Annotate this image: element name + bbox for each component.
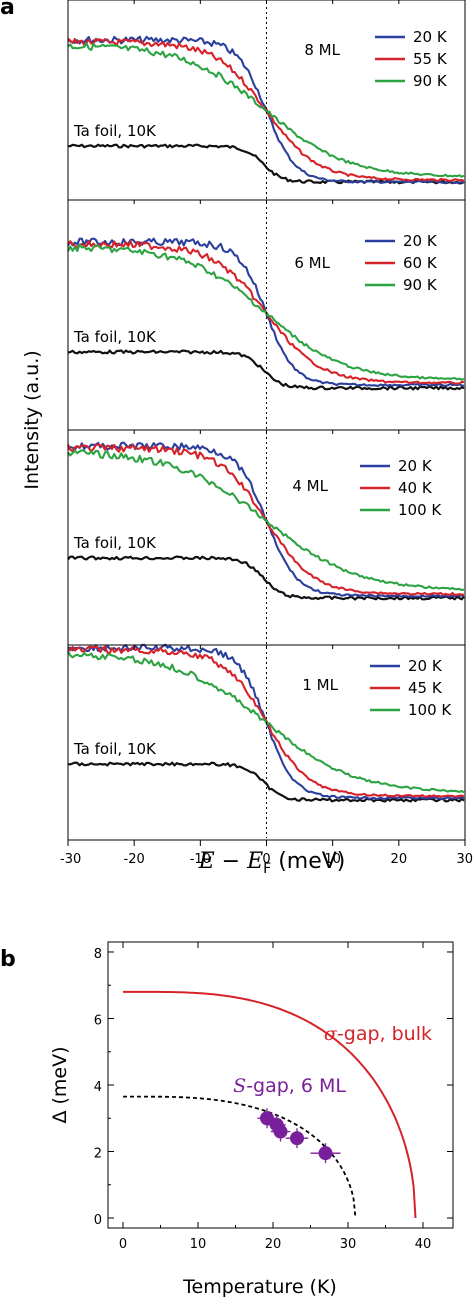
bulk-gap-symbol: σ bbox=[324, 1023, 338, 1045]
panel-b-x-tick-label: 40 bbox=[415, 1237, 432, 1252]
panel-a-legends: Ta foil, 10K 8 ML 20 K 55 K 90 K Ta foil, 10K… bbox=[73, 28, 452, 758]
panel-b-points bbox=[257, 1108, 341, 1164]
bulk-gap-label: σ-gap, bulk bbox=[324, 1023, 432, 1045]
panel-b-y-tick-label: 4 bbox=[94, 1080, 102, 1095]
data-point-6ml-5 bbox=[318, 1146, 333, 1161]
sgap-label: S-gap, 6 ML bbox=[233, 1075, 346, 1097]
legend-entry: 55 K bbox=[413, 50, 448, 68]
panel-a-x-tick-label: -20 bbox=[124, 852, 145, 867]
panel-b-y-axis-label: Δ (meV) bbox=[49, 1046, 71, 1123]
ta-foil-label: Ta foil, 10K bbox=[73, 122, 157, 140]
ta-foil-reference-trace bbox=[67, 555, 465, 601]
legend-entry: 20 K bbox=[408, 657, 443, 675]
thickness-label: 6 ML bbox=[294, 254, 330, 272]
bulk-gap-text: -gap, bulk bbox=[337, 1023, 432, 1045]
legend-entry: 40 K bbox=[398, 479, 433, 497]
panel-a-x-tick-label: -30 bbox=[60, 852, 81, 867]
panel-a-x-tick-label: 20 bbox=[391, 852, 408, 867]
panel-a: -30 -20 -10 0 10 20 30 Ta foil, 10K 8 ML 20 K 55 … bbox=[21, 0, 473, 877]
panel-a-x-tick-label: 30 bbox=[456, 852, 473, 867]
panel-b-y-tick-label: 0 bbox=[94, 1213, 102, 1228]
panel-b: 0 10 20 30 40 0 2 4 6 8 σ-gap, bulk S-gap, 6 ML Δ… bbox=[49, 941, 454, 1298]
trace-90k bbox=[67, 42, 465, 178]
panel-b-y-tick-label: 8 bbox=[94, 947, 102, 962]
sgap-symbol: S bbox=[233, 1075, 246, 1097]
sgap-text: -gap, 6 ML bbox=[246, 1075, 346, 1097]
thickness-label: 1 ML bbox=[302, 676, 338, 694]
panel-b-x-tick-label: 10 bbox=[190, 1237, 207, 1252]
legend-entry: 20 K bbox=[398, 457, 433, 475]
legend-entry: 90 K bbox=[413, 72, 448, 90]
panel-b-curves bbox=[123, 990, 417, 1219]
x-label-minus: − bbox=[215, 849, 247, 874]
panel-a-x-tick-label: -10 bbox=[190, 852, 211, 867]
ta-foil-label: Ta foil, 10K bbox=[73, 534, 157, 552]
legend-entry: 20 K bbox=[413, 28, 448, 46]
data-point-6ml-4 bbox=[290, 1131, 304, 1146]
panel-b-x-tick-label: 20 bbox=[265, 1237, 282, 1252]
ta-foil-label: Ta foil, 10K bbox=[73, 740, 157, 758]
thickness-label: 4 ML bbox=[292, 477, 328, 495]
x-label-ef: E bbox=[246, 849, 263, 874]
legend-entry: 60 K bbox=[403, 254, 438, 272]
bulk-gap-curve bbox=[123, 990, 417, 1219]
legend-entry: 100 K bbox=[408, 701, 452, 719]
panel-a-x-tick-label: 0 bbox=[262, 852, 270, 867]
fit-curve-6ml bbox=[123, 1095, 357, 1219]
trace-100k bbox=[67, 449, 465, 592]
legend-entry: 100 K bbox=[398, 501, 442, 519]
legend-entry: 45 K bbox=[408, 679, 443, 697]
x-label-e: E bbox=[198, 849, 215, 874]
x-label-unit: (meV) bbox=[271, 849, 345, 874]
panel-a-x-axis-label: E − EF (meV) bbox=[198, 849, 346, 877]
panel-b-x-axis-label: Temperature (K) bbox=[182, 1276, 337, 1298]
panel-b-y-tick-label: 6 bbox=[94, 1013, 102, 1028]
panel-a-x-tick-label: 10 bbox=[324, 852, 341, 867]
panel-b-x-tick-label: 30 bbox=[340, 1237, 357, 1252]
panel-label-a: a bbox=[0, 0, 15, 20]
legend-entry: 90 K bbox=[403, 276, 438, 294]
panel-b-y-tick-label: 2 bbox=[94, 1147, 102, 1162]
thickness-label: 8 ML bbox=[304, 41, 340, 59]
panel-a-y-axis-label: Intensity (a.u.) bbox=[21, 350, 43, 489]
panel-a-x-ticks: -30 -20 -10 0 10 20 30 bbox=[60, 0, 473, 867]
data-point-6ml-3 bbox=[273, 1124, 288, 1139]
ta-foil-label: Ta foil, 10K bbox=[73, 328, 157, 346]
panel-b-x-tick-label: 0 bbox=[119, 1237, 127, 1252]
legend-entry: 20 K bbox=[403, 232, 438, 250]
panel-b-ticks: 0 10 20 30 40 0 2 4 6 8 bbox=[94, 942, 453, 1252]
panel-a-curves bbox=[67, 35, 465, 803]
x-label-ef-sub: F bbox=[263, 861, 271, 877]
panel-label-b: b bbox=[0, 947, 16, 972]
